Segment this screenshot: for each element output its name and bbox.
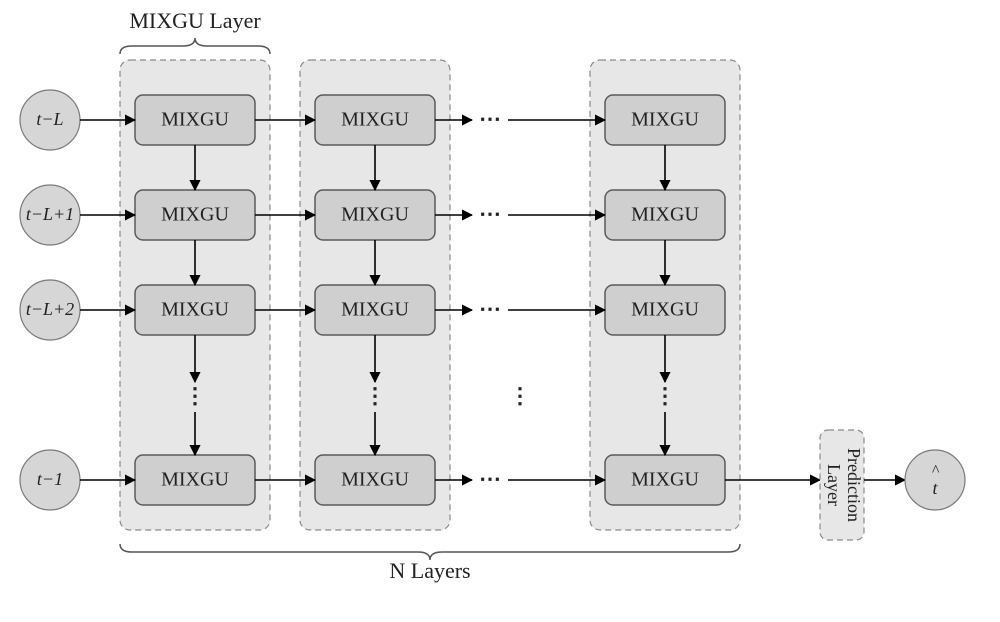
vellip: ⋮	[184, 383, 206, 408]
vellip-mid: ⋮	[509, 383, 531, 408]
hellip: ⋯	[479, 201, 501, 226]
mixgu-cell-label: MIXGU	[161, 109, 229, 131]
mixgu-layer-label: MIXGU Layer	[129, 8, 261, 33]
svg-text:Layer: Layer	[824, 464, 844, 506]
mixgu-cell-label: MIXGU	[631, 204, 699, 226]
svg-text:Prediction: Prediction	[844, 448, 864, 522]
mixgu-cell-label: MIXGU	[161, 204, 229, 226]
mixgu-cell-label: MIXGU	[631, 299, 699, 321]
mixgu-cell-label: MIXGU	[341, 299, 409, 321]
input-label: t−L	[36, 109, 63, 129]
hellip: ⋯	[479, 296, 501, 321]
input-label: t−1	[37, 469, 63, 489]
vellip: ⋮	[364, 383, 386, 408]
input-label: t−L+2	[26, 299, 74, 319]
input-label: t−L+1	[26, 204, 74, 224]
mixgu-cell-label: MIXGU	[161, 469, 229, 491]
mixgu-cell-label: MIXGU	[631, 109, 699, 131]
mixgu-cell-label: MIXGU	[341, 204, 409, 226]
mixgu-cell-label: MIXGU	[341, 109, 409, 131]
mixgu-cell-label: MIXGU	[161, 299, 229, 321]
n-layers-label: N Layers	[389, 558, 470, 583]
top-brace	[120, 38, 270, 54]
hellip: ⋯	[479, 106, 501, 131]
mixgu-cell-label: MIXGU	[631, 469, 699, 491]
vellip: ⋮	[654, 383, 676, 408]
hellip: ⋯	[479, 466, 501, 491]
mixgu-cell-label: MIXGU	[341, 469, 409, 491]
